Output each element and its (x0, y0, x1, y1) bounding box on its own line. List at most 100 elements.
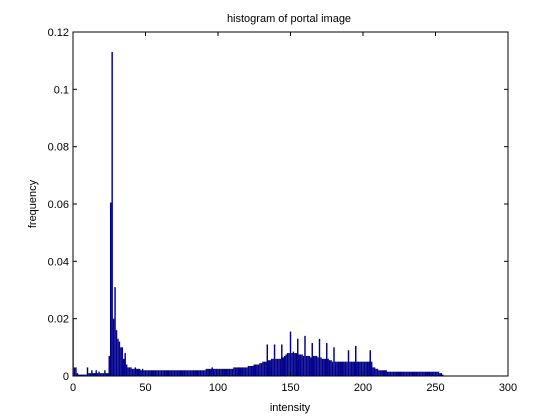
histogram-bar (181, 370, 183, 376)
histogram-bar (346, 361, 348, 376)
histogram-bar (333, 347, 335, 376)
histogram-bar (228, 368, 231, 376)
histogram-bar (324, 358, 327, 376)
y-tick-label: 0.04 (48, 256, 69, 268)
histogram-bar (98, 371, 100, 376)
histogram-bar (304, 335, 306, 376)
histogram-bar (266, 344, 269, 376)
histogram-bar (392, 371, 395, 376)
histogram-bar (337, 361, 340, 376)
histogram-bar (175, 370, 177, 376)
histogram-bar (331, 361, 334, 376)
histogram-bar (431, 371, 434, 376)
histogram-bar (107, 373, 109, 376)
histogram-bar (424, 371, 427, 376)
histogram-bar (327, 358, 329, 376)
histogram-bar (244, 367, 247, 376)
histogram-bar (115, 330, 118, 376)
histogram-bar (205, 368, 208, 376)
histogram-bar (437, 371, 440, 376)
histogram-bar (138, 368, 141, 376)
histogram-bar (88, 373, 90, 376)
histogram-bar (218, 368, 221, 376)
histogram-bar (247, 365, 250, 376)
histogram-bar (163, 370, 166, 376)
histogram-bar (357, 361, 360, 376)
histogram-bar (162, 370, 164, 376)
histogram-bar (308, 355, 311, 376)
histogram-bar (389, 371, 392, 376)
histogram-bar (210, 368, 212, 376)
histogram-bar (299, 354, 302, 376)
histogram-bar (440, 373, 443, 376)
histogram-bar (141, 368, 144, 376)
histogram-bar (388, 371, 390, 376)
histogram-bar (83, 374, 86, 376)
histogram-bar (273, 344, 276, 376)
histogram-bar (408, 371, 411, 376)
histogram-bar (240, 367, 242, 376)
histogram-bar (330, 360, 332, 376)
histogram-bar (385, 370, 387, 376)
histogram-bar (195, 370, 197, 376)
histogram-bar (76, 373, 79, 376)
histogram-bar (294, 353, 296, 376)
histogram-bar (339, 361, 341, 376)
x-tick-label: 100 (209, 382, 227, 394)
histogram-bar (99, 373, 102, 376)
histogram-bar (368, 361, 370, 376)
histogram-bar (305, 355, 308, 376)
histogram-bar (169, 370, 171, 376)
histogram-bar (278, 358, 280, 376)
histogram-bar (283, 355, 286, 376)
histogram-bar (166, 370, 168, 376)
histogram-bar (353, 361, 356, 376)
histogram-bar (123, 358, 125, 376)
histogram-bar (208, 368, 211, 376)
histogram-bar (96, 373, 99, 376)
histogram-bar (131, 368, 134, 376)
histogram-bar (413, 371, 415, 376)
histogram-bar (137, 368, 139, 376)
histogram-bar (397, 371, 399, 376)
histogram-bar (102, 373, 105, 376)
histogram-bar (199, 370, 202, 376)
histogram-bar (185, 370, 187, 376)
plot-frame (72, 31, 509, 377)
histogram-bar (204, 370, 206, 376)
histogram-bar (178, 370, 180, 376)
histogram-bar (341, 361, 344, 376)
histogram-bar (359, 361, 361, 376)
x-tick-label: 300 (499, 382, 517, 394)
histogram-bar (191, 370, 193, 376)
histogram-bar (125, 364, 128, 376)
histogram-bar (241, 367, 244, 376)
histogram-bar (372, 367, 374, 376)
histogram-bar (262, 361, 264, 376)
histogram-bar (263, 361, 266, 376)
histogram-bar (281, 344, 283, 376)
histogram-bar (318, 338, 321, 376)
histogram-bar (146, 370, 148, 376)
histogram-bar (366, 361, 369, 376)
y-tick-label: 0.12 (48, 27, 69, 39)
histogram-bar (118, 341, 121, 376)
histogram-bar (386, 371, 389, 376)
histogram-bar (265, 361, 267, 376)
histogram-bar (289, 331, 292, 376)
histogram-bar (150, 370, 153, 376)
histogram-bar (183, 370, 186, 376)
ticks-group: 0 50 100 150 200 250 300 0 0.02 0.04 0.06 0.08 0.1 0.… (48, 27, 518, 394)
histogram-bar (315, 355, 318, 376)
histogram-bar (211, 367, 213, 376)
histogram-bar (253, 364, 255, 376)
histogram-bar (225, 368, 228, 376)
histogram-bar (420, 371, 422, 376)
histogram-bar (285, 354, 287, 376)
y-tick-label: 0.02 (48, 314, 69, 326)
histogram-bar (320, 357, 322, 376)
x-tick-label: 50 (139, 382, 151, 394)
histogram-bar (272, 358, 274, 376)
histogram-bar (105, 373, 108, 376)
histogram-bar (423, 371, 425, 376)
